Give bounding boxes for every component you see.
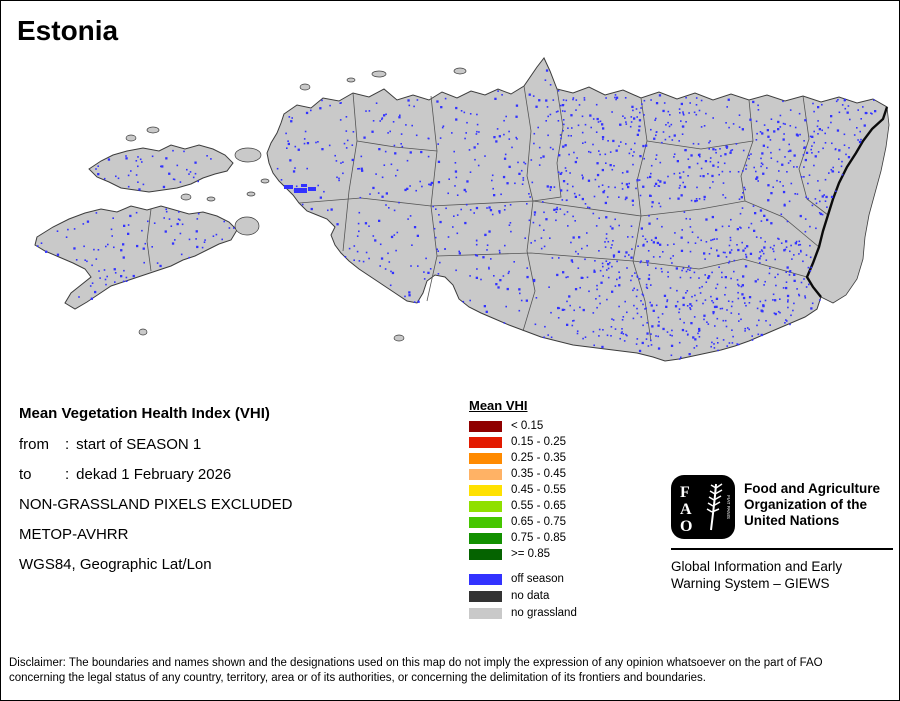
legend-label: no grassland [511, 607, 577, 619]
legend-swatch [469, 436, 502, 448]
from-label: from [19, 436, 49, 453]
legend-swatch [469, 532, 502, 544]
legend-swatch [469, 548, 502, 560]
legend-swatch [469, 500, 502, 512]
legend-row: 0.45 - 0.55 [469, 484, 577, 496]
info-pixels-excluded: NON-GRASSLAND PIXELS EXCLUDED [19, 496, 293, 513]
legend: Mean VHI < 0.15 0.15 - 0.25 0.25 - 0.35 0.3… [469, 398, 577, 624]
map-info-block: Mean Vegetation Health Index (VHI) from:… [19, 405, 292, 586]
legend-label: 0.25 - 0.35 [511, 452, 566, 464]
legend-row: 0.25 - 0.35 [469, 452, 577, 464]
legend-label: 0.35 - 0.45 [511, 468, 566, 480]
info-to-line: to: dekad 1 February 2026 [19, 466, 292, 483]
fao-block: F A O FIAT PANIS Food and Agriculture Organ… [671, 475, 893, 592]
svg-text:F: F [680, 484, 690, 501]
svg-text:FIAT PANIS: FIAT PANIS [726, 495, 731, 519]
legend-row: >= 0.85 [469, 548, 577, 560]
fao-logo-row: F A O FIAT PANIS Food and Agriculture Organ… [671, 475, 893, 539]
info-title: Mean Vegetation Health Index (VHI) [19, 405, 270, 422]
legend-row: no grassland [469, 607, 577, 619]
legend-row: 0.55 - 0.65 [469, 500, 577, 512]
info-from-line: from: start of SEASON 1 [19, 436, 292, 453]
page-title: Estonia [17, 15, 119, 46]
legend-label: 0.15 - 0.25 [511, 436, 566, 448]
legend-swatch [469, 420, 502, 432]
svg-text:O: O [680, 518, 692, 535]
legend-label: no data [511, 590, 550, 602]
from-value: start of SEASON 1 [76, 436, 202, 453]
legend-swatch [469, 516, 502, 528]
legend-swatch [469, 590, 502, 602]
legend-class-list: < 0.15 0.15 - 0.25 0.25 - 0.35 0.35 - 0.45 0… [469, 420, 577, 560]
legend-label: 0.65 - 0.75 [511, 516, 566, 528]
legend-label: off season [511, 573, 564, 585]
giews-tagline: Global Information and Early Warning Sys… [671, 559, 843, 591]
to-value: dekad 1 February 2026 [76, 466, 232, 483]
legend-swatch [469, 484, 502, 496]
legend-row: 0.75 - 0.85 [469, 532, 577, 544]
to-label: to [19, 466, 32, 483]
disclaimer-text: Disclaimer: The boundaries and names sho… [9, 657, 823, 684]
legend-swatch [469, 607, 502, 619]
legend-swatch [469, 452, 502, 464]
info-projection: WGS84, Geographic Lat/Lon [19, 556, 212, 573]
legend-row: 0.15 - 0.25 [469, 436, 577, 448]
from-colon: : [65, 436, 70, 453]
legend-label: 0.45 - 0.55 [511, 484, 566, 496]
svg-text:A: A [680, 501, 692, 518]
legend-row: 0.65 - 0.75 [469, 516, 577, 528]
legend-row: no data [469, 590, 577, 602]
legend-row: off season [469, 573, 577, 585]
legend-title: Mean VHI [469, 398, 528, 413]
legend-label: 0.75 - 0.85 [511, 532, 566, 544]
legend-swatch [469, 573, 502, 585]
legend-extra-list: off season no data no grassland [469, 573, 577, 619]
legend-label: < 0.15 [511, 420, 544, 432]
legend-row: < 0.15 [469, 420, 577, 432]
legend-label: >= 0.85 [511, 548, 551, 560]
fao-divider [671, 548, 893, 550]
info-sensor: METOP-AVHRR [19, 526, 129, 543]
fao-logo: FAO FIAT PANIS [671, 475, 735, 539]
legend-swatch [469, 468, 502, 480]
to-colon: : [65, 466, 70, 483]
legend-label: 0.55 - 0.65 [511, 500, 566, 512]
legend-row: 0.35 - 0.45 [469, 468, 577, 480]
fao-org-name: Food and Agriculture Organization of the… [744, 481, 880, 528]
